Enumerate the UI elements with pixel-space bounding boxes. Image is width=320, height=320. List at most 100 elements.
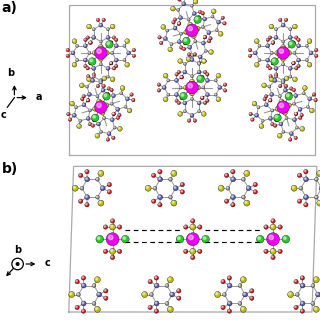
Circle shape (207, 39, 211, 43)
Circle shape (73, 40, 75, 41)
Circle shape (201, 26, 204, 28)
Circle shape (162, 85, 166, 90)
Circle shape (114, 58, 118, 62)
Circle shape (250, 296, 254, 300)
Circle shape (284, 111, 285, 113)
Circle shape (298, 107, 302, 111)
Circle shape (301, 302, 303, 304)
Circle shape (69, 118, 70, 120)
Circle shape (268, 99, 272, 102)
Circle shape (251, 118, 254, 121)
Circle shape (191, 225, 193, 227)
Circle shape (96, 177, 100, 181)
Circle shape (123, 44, 126, 47)
Circle shape (112, 137, 114, 138)
Circle shape (207, 31, 211, 35)
Circle shape (316, 292, 320, 297)
Circle shape (112, 36, 116, 39)
Circle shape (103, 116, 106, 119)
Circle shape (228, 310, 229, 311)
Circle shape (99, 40, 102, 43)
Circle shape (193, 12, 194, 14)
Circle shape (68, 118, 72, 121)
Circle shape (180, 92, 187, 100)
Circle shape (184, 102, 185, 103)
Circle shape (184, 63, 185, 64)
Circle shape (255, 40, 257, 41)
Circle shape (72, 62, 77, 67)
Circle shape (274, 114, 281, 122)
Circle shape (158, 36, 161, 39)
Circle shape (89, 52, 90, 53)
Circle shape (101, 111, 103, 113)
Circle shape (113, 126, 116, 129)
Circle shape (87, 67, 88, 68)
Circle shape (177, 70, 180, 74)
Circle shape (254, 183, 255, 185)
Circle shape (305, 204, 306, 205)
Circle shape (78, 124, 79, 126)
Circle shape (203, 36, 207, 39)
Circle shape (242, 196, 244, 197)
Circle shape (99, 79, 103, 83)
Circle shape (289, 75, 292, 78)
Circle shape (193, 119, 196, 122)
Circle shape (149, 292, 153, 296)
Circle shape (158, 36, 160, 37)
Circle shape (297, 44, 299, 46)
Circle shape (288, 92, 292, 96)
Circle shape (222, 292, 226, 296)
Circle shape (297, 38, 300, 42)
Circle shape (231, 170, 235, 174)
Circle shape (158, 170, 162, 174)
Circle shape (93, 28, 94, 29)
Text: a: a (36, 92, 42, 102)
Circle shape (303, 86, 305, 88)
Circle shape (100, 131, 101, 132)
Circle shape (270, 78, 272, 79)
Circle shape (180, 46, 181, 48)
Circle shape (293, 25, 295, 27)
Circle shape (88, 123, 92, 126)
Circle shape (107, 139, 108, 140)
Circle shape (67, 113, 68, 114)
Circle shape (299, 186, 303, 190)
Circle shape (305, 178, 306, 180)
Circle shape (275, 73, 278, 76)
Circle shape (253, 182, 258, 187)
Circle shape (152, 200, 154, 201)
Circle shape (280, 100, 282, 101)
Circle shape (69, 292, 75, 298)
Circle shape (218, 185, 224, 191)
Circle shape (278, 134, 280, 136)
Circle shape (202, 236, 209, 243)
Circle shape (87, 99, 88, 100)
Circle shape (99, 201, 101, 203)
Circle shape (201, 97, 202, 98)
Circle shape (97, 103, 101, 108)
Text: b: b (14, 245, 21, 255)
Circle shape (275, 119, 276, 120)
Circle shape (190, 97, 194, 100)
Circle shape (89, 41, 92, 44)
Circle shape (282, 81, 283, 83)
Circle shape (238, 301, 242, 305)
Circle shape (308, 63, 310, 65)
Circle shape (180, 182, 185, 187)
Circle shape (289, 139, 290, 140)
Circle shape (197, 62, 201, 65)
Circle shape (197, 70, 201, 74)
Circle shape (295, 67, 296, 68)
Circle shape (155, 284, 157, 286)
Circle shape (288, 41, 295, 48)
Circle shape (184, 30, 189, 35)
Circle shape (158, 89, 159, 91)
Circle shape (104, 226, 106, 227)
Circle shape (306, 45, 307, 46)
Circle shape (195, 40, 196, 41)
Circle shape (109, 248, 116, 254)
Circle shape (98, 200, 104, 206)
Circle shape (111, 256, 113, 258)
Circle shape (125, 97, 129, 101)
Circle shape (216, 29, 217, 30)
